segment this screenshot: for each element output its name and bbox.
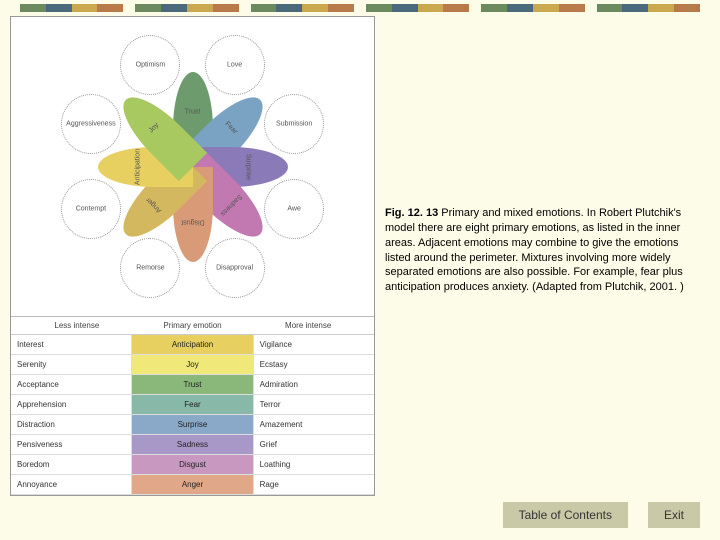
bar-segment xyxy=(392,4,418,12)
bar-segment xyxy=(443,4,469,12)
bar-group xyxy=(251,4,354,12)
emotion-intensity-table: InterestAnticipationVigilanceSerenityJoy… xyxy=(11,335,374,495)
outer-emotion-label: Submission xyxy=(276,121,312,128)
bar-group xyxy=(481,4,584,12)
bar-segment xyxy=(328,4,354,12)
inner-emotion-label: Anticipation xyxy=(134,148,141,184)
bar-group xyxy=(20,4,123,12)
inner-emotion-label: Surprise xyxy=(244,153,251,179)
toc-button[interactable]: Table of Contents xyxy=(503,502,628,528)
table-row: ApprehensionFearTerror xyxy=(11,395,374,415)
bar-segment xyxy=(46,4,72,12)
bar-segment xyxy=(72,4,98,12)
bar-segment xyxy=(135,4,161,12)
bar-segment xyxy=(213,4,239,12)
bar-segment xyxy=(533,4,559,12)
bar-segment xyxy=(97,4,123,12)
primary-emotion-cell: Surprise xyxy=(132,415,253,434)
bar-segment xyxy=(251,4,277,12)
less-intense-cell: Boredom xyxy=(11,455,132,474)
primary-emotion-cell: Trust xyxy=(132,375,253,394)
more-intense-cell: Admiration xyxy=(254,375,374,394)
bar-segment xyxy=(648,4,674,12)
bar-segment xyxy=(20,4,46,12)
primary-emotion-cell: Fear xyxy=(132,395,253,414)
bar-segment xyxy=(674,4,700,12)
table-row: AcceptanceTrustAdmiration xyxy=(11,375,374,395)
table-row: AnnoyanceAngerRage xyxy=(11,475,374,495)
emotion-wheel: Love Submission Awe Disapproval Remorse Conte… xyxy=(11,17,374,317)
table-row: InterestAnticipationVigilance xyxy=(11,335,374,355)
primary-emotion-cell: Anticipation xyxy=(132,335,253,354)
bar-segment xyxy=(276,4,302,12)
bar-segment xyxy=(481,4,507,12)
caption-text: Primary and mixed emotions. In Robert Pl… xyxy=(385,207,684,293)
figure-caption: Fig. 12. 13 Primary and mixed emotions. … xyxy=(385,206,690,295)
primary-emotion-cell: Sadness xyxy=(132,435,253,454)
bar-segment xyxy=(366,4,392,12)
inner-emotion-label: Disgust xyxy=(181,218,204,225)
outer-emotion-label: Disapproval xyxy=(216,265,253,272)
bar-segment xyxy=(302,4,328,12)
bar-segment xyxy=(622,4,648,12)
more-intense-cell: Grief xyxy=(254,435,374,454)
primary-emotion-cell: Anger xyxy=(132,475,253,494)
more-intense-cell: Ecstasy xyxy=(254,355,374,374)
more-intense-cell: Loathing xyxy=(254,455,374,474)
outer-emotion-label: Love xyxy=(227,61,242,68)
bar-segment xyxy=(507,4,533,12)
table-row: PensivenessSadnessGrief xyxy=(11,435,374,455)
table-row: BoredomDisgustLoathing xyxy=(11,455,374,475)
more-intense-cell: Vigilance xyxy=(254,335,374,354)
inner-emotion-label: Trust xyxy=(185,108,201,115)
table-row: DistractionSurpriseAmazement xyxy=(11,415,374,435)
bottom-navigation: Table of Contents Exit xyxy=(503,502,700,528)
exit-button[interactable]: Exit xyxy=(648,502,700,528)
less-intense-cell: Distraction xyxy=(11,415,132,434)
less-intense-cell: Pensiveness xyxy=(11,435,132,454)
more-intense-cell: Rage xyxy=(254,475,374,494)
bar-segment xyxy=(559,4,585,12)
outer-emotion-label: Awe xyxy=(287,205,301,212)
col-more: More intense xyxy=(250,321,366,330)
bar-group xyxy=(135,4,238,12)
main-content: Love Submission Awe Disapproval Remorse Conte… xyxy=(0,16,720,496)
decorative-top-bars xyxy=(0,0,720,16)
table-header-row: Less intense Primary emotion More intens… xyxy=(11,317,374,335)
outer-emotion-label: Contempt xyxy=(76,205,106,212)
caption-title: Fig. 12. 13 xyxy=(385,207,438,219)
bar-segment xyxy=(597,4,623,12)
more-intense-cell: Amazement xyxy=(254,415,374,434)
table-row: SerenityJoyEcstasy xyxy=(11,355,374,375)
less-intense-cell: Acceptance xyxy=(11,375,132,394)
bar-group xyxy=(366,4,469,12)
less-intense-cell: Interest xyxy=(11,335,132,354)
bar-segment xyxy=(161,4,187,12)
outer-emotion-label: Optimism xyxy=(136,61,166,68)
bar-segment xyxy=(187,4,213,12)
col-less: Less intense xyxy=(19,321,135,330)
caption-panel: Fig. 12. 13 Primary and mixed emotions. … xyxy=(385,16,710,496)
outer-emotion-label: Aggressiveness xyxy=(66,121,115,128)
less-intense-cell: Annoyance xyxy=(11,475,132,494)
outer-emotion-label: Remorse xyxy=(136,265,164,272)
less-intense-cell: Apprehension xyxy=(11,395,132,414)
primary-emotion-cell: Disgust xyxy=(132,455,253,474)
col-primary: Primary emotion xyxy=(135,321,251,330)
more-intense-cell: Terror xyxy=(254,395,374,414)
figure-panel: Love Submission Awe Disapproval Remorse Conte… xyxy=(10,16,375,496)
bar-segment xyxy=(418,4,444,12)
primary-emotion-cell: Joy xyxy=(132,355,253,374)
bar-group xyxy=(597,4,700,12)
less-intense-cell: Serenity xyxy=(11,355,132,374)
